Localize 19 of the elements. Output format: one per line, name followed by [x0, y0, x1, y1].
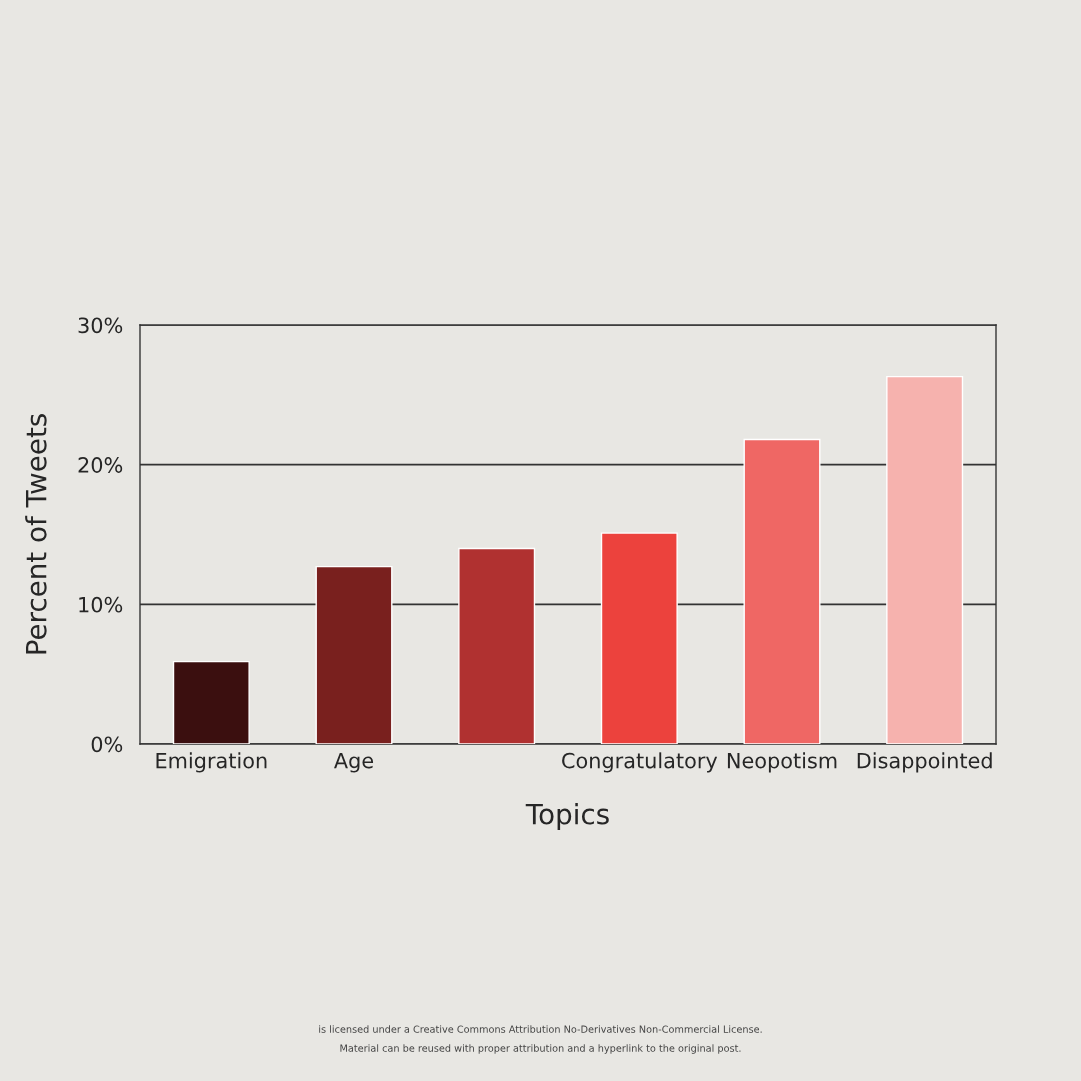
text: is licensed under a Creative Commons Attribution No-Derivatives Non-Commercial License.: [319, 1025, 762, 1033]
bar: [886, 375, 964, 744]
bar: [315, 565, 393, 744]
y-tick-label: 0%: [91, 736, 123, 753]
x-tick-label: Age: [334, 752, 374, 773]
y-axis-title: Percent of Tweets: [25, 414, 47, 654]
text: Material can be reused with proper attribution and a hyperlink to the original post.: [340, 1044, 741, 1054]
x-tick-label: Neopotism: [727, 752, 837, 773]
bar: [172, 660, 250, 744]
bar: [458, 547, 536, 744]
x-tick-label: Disappointed: [857, 752, 992, 773]
y-tick-label: 30%: [78, 317, 123, 334]
y-tick-label: 10%: [79, 596, 123, 613]
bar: [600, 532, 678, 744]
bar: [743, 438, 821, 744]
x-tick-label: Congratulatory: [562, 752, 718, 773]
x-axis-title: Topics: [525, 803, 609, 830]
y-tick-label: 20%: [78, 457, 123, 473]
x-tick-label: Emigration: [156, 752, 267, 773]
